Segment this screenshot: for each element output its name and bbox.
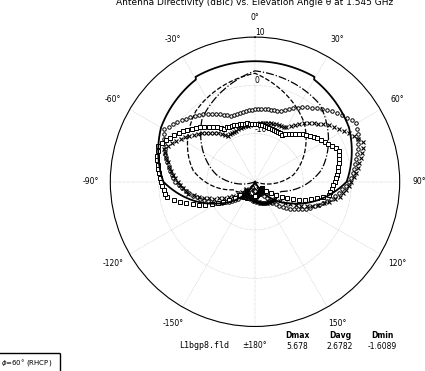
- Text: Davg: Davg: [329, 331, 351, 340]
- Text: -1.6089: -1.6089: [368, 342, 397, 351]
- Legend: $\phi$=0$\degree$ (LHCP), $\phi$=0$\degree$ (RHCP), $\phi$=60$\degree$ (LHCP), $: $\phi$=0$\degree$ (LHCP), $\phi$=0$\degr…: [0, 353, 60, 371]
- Title: Antenna Directivity (dBic) vs. Elevation Angle θ at 1.545 GHz: Antenna Directivity (dBic) vs. Elevation…: [116, 0, 394, 7]
- Text: Dmin: Dmin: [371, 331, 394, 340]
- Text: 5.678: 5.678: [286, 342, 309, 351]
- Text: 2.6782: 2.6782: [327, 342, 353, 351]
- Text: Dmax: Dmax: [285, 331, 310, 340]
- Text: L1bgp8.fld: L1bgp8.fld: [179, 341, 229, 349]
